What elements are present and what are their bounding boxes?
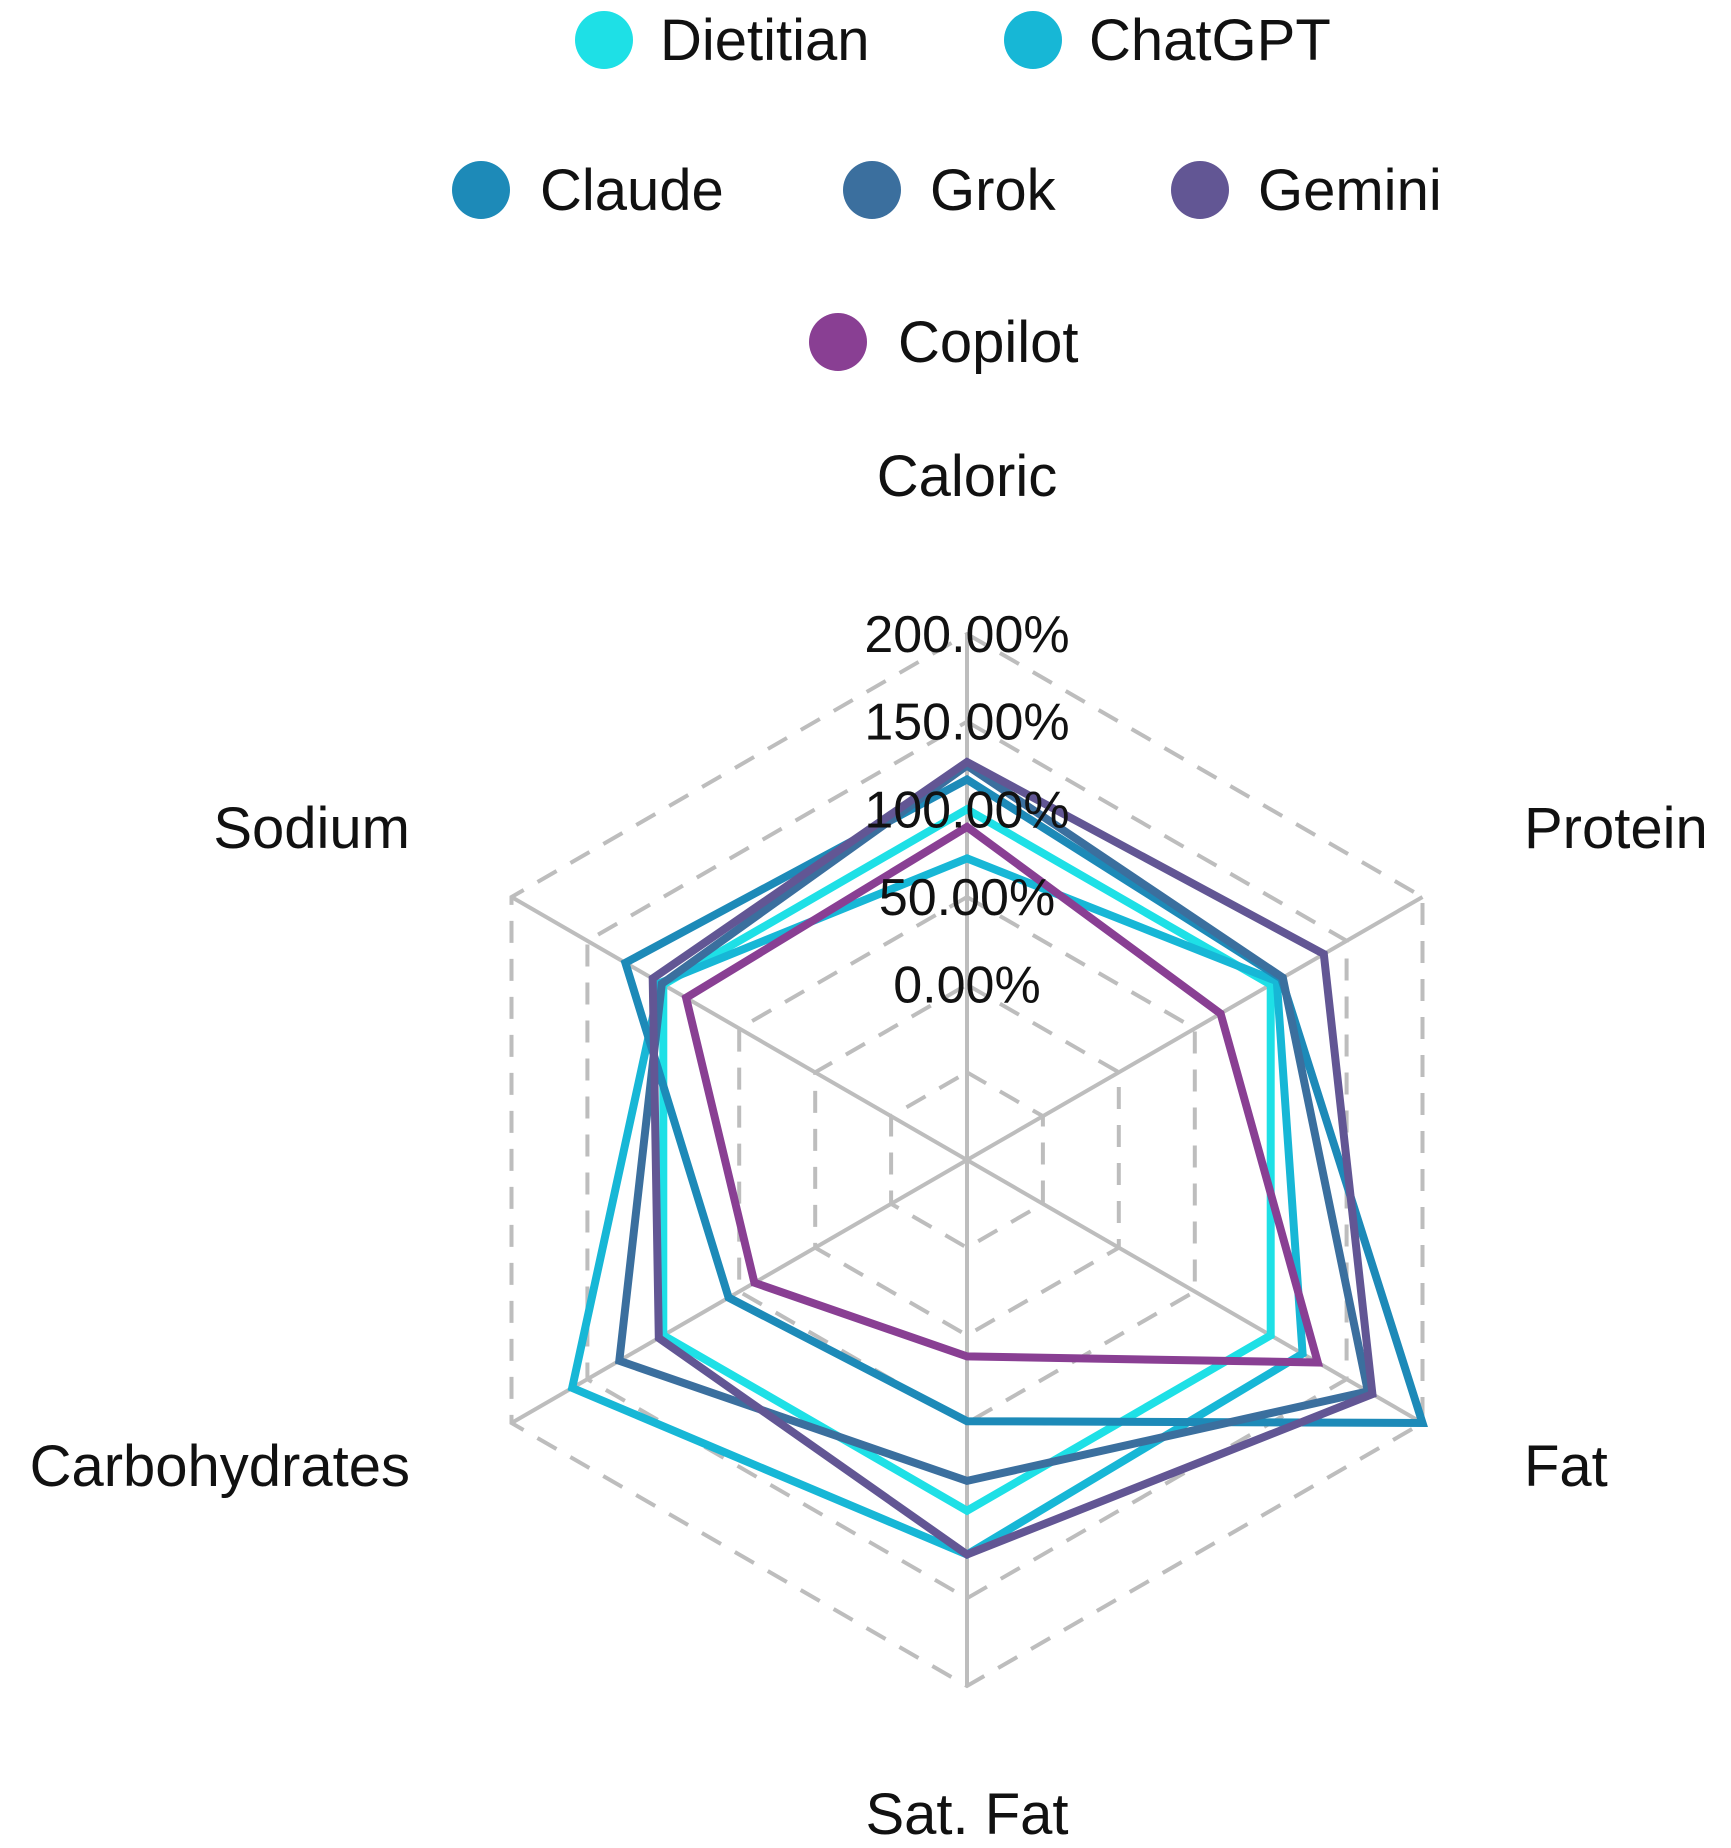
tick-label: 150.00% <box>864 694 1069 752</box>
legend-dot-dietitian <box>575 11 633 69</box>
radar-tick-labels: 0.00% 50.00% 100.00% 150.00% 200.00% <box>864 606 1069 1015</box>
axis-label-sodium: Sodium <box>213 796 410 861</box>
legend-dot-copilot <box>809 313 867 371</box>
grid-spoke-5 <box>510 895 969 1162</box>
legend-item-dietitian: Dietitian <box>575 8 870 73</box>
legend-label-chatgpt: ChatGPT <box>1089 8 1331 73</box>
legend-item-claude: Claude <box>452 158 724 223</box>
grid-spoke-4 <box>510 1158 969 1425</box>
series-line-gemini <box>648 757 1377 1560</box>
grid-spoke-2 <box>965 1158 1424 1425</box>
radar-series <box>567 757 1428 1560</box>
legend-dot-grok <box>843 161 901 219</box>
legend-label-dietitian: Dietitian <box>660 8 870 73</box>
legend-item-copilot: Copilot <box>809 310 1079 375</box>
grid-spoke-1 <box>965 895 1424 1162</box>
axis-label-sat-fat: Sat. Fat <box>865 1782 1068 1847</box>
legend-item-gemini: Gemini <box>1171 158 1442 223</box>
tick-label: 100.00% <box>864 781 1069 839</box>
axis-label-fat: Fat <box>1524 1434 1608 1499</box>
axis-label-protein: Protein <box>1524 796 1708 861</box>
legend-label-claude: Claude <box>540 158 724 223</box>
series-line-grok <box>614 760 1373 1486</box>
legend-item-chatgpt: ChatGPT <box>1004 8 1331 73</box>
legend-label-gemini: Gemini <box>1258 158 1442 223</box>
tick-label: 0.00% <box>893 957 1040 1015</box>
legend-dot-chatgpt <box>1004 11 1062 69</box>
tick-label: 50.00% <box>879 869 1055 927</box>
tick-label: 200.00% <box>864 606 1069 664</box>
legend-label-copilot: Copilot <box>898 310 1079 375</box>
radar-axis-labels: Caloric Protein Fat Sat. Fat Carbohydrates So… <box>30 444 1708 1847</box>
series-line-copilot <box>681 822 1324 1367</box>
chart-legend: Dietitian ChatGPT Claude Grok Gemini Copilot <box>452 8 1442 375</box>
legend-dot-gemini <box>1171 161 1229 219</box>
legend-dot-claude <box>452 161 510 219</box>
axis-label-caloric: Caloric <box>877 444 1058 509</box>
legend-label-grok: Grok <box>930 158 1057 223</box>
axis-label-carbohydrates: Carbohydrates <box>30 1434 410 1499</box>
legend-item-grok: Grok <box>843 158 1057 223</box>
